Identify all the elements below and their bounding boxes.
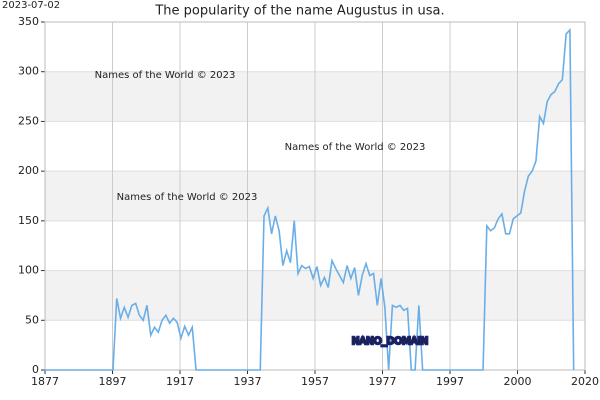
- plot-frame: [44, 21, 586, 371]
- x-tick-label: 1937: [234, 375, 262, 388]
- chart-title: The popularity of the name Augustus in u…: [154, 4, 444, 19]
- date: 2023-07-02: [2, 0, 60, 11]
- x-tick-label: 1917: [166, 375, 194, 388]
- y-tick-label: 350: [18, 15, 39, 28]
- x-tick-label: 1977: [369, 375, 397, 388]
- y-tick-label: 300: [18, 65, 39, 78]
- line: [45, 27, 575, 371]
- y-tick-label: 250: [18, 114, 39, 127]
- x-tick-label: 1997: [436, 375, 464, 388]
- y-tick-label: 0: [32, 363, 39, 376]
- y-tick-label: 50: [25, 313, 39, 326]
- x-tick-label: 2020: [571, 375, 599, 388]
- y-tick-label: 100: [18, 264, 39, 277]
- x-tick-label: 1897: [99, 375, 127, 388]
- y-tick-label: 150: [18, 214, 39, 227]
- y-tick-label: 200: [18, 164, 39, 177]
- watermark: Names of the World © 2023: [117, 192, 258, 203]
- annotation: NANO_DOMAIN: [352, 336, 428, 347]
- x-tick-label: 1957: [301, 375, 329, 388]
- watermark: Names of the World © 2023: [95, 70, 236, 81]
- x-tick-label: 2000: [504, 375, 532, 388]
- watermark: Names of the World © 2023: [285, 142, 426, 153]
- x-tick-label: 1877: [31, 375, 59, 388]
